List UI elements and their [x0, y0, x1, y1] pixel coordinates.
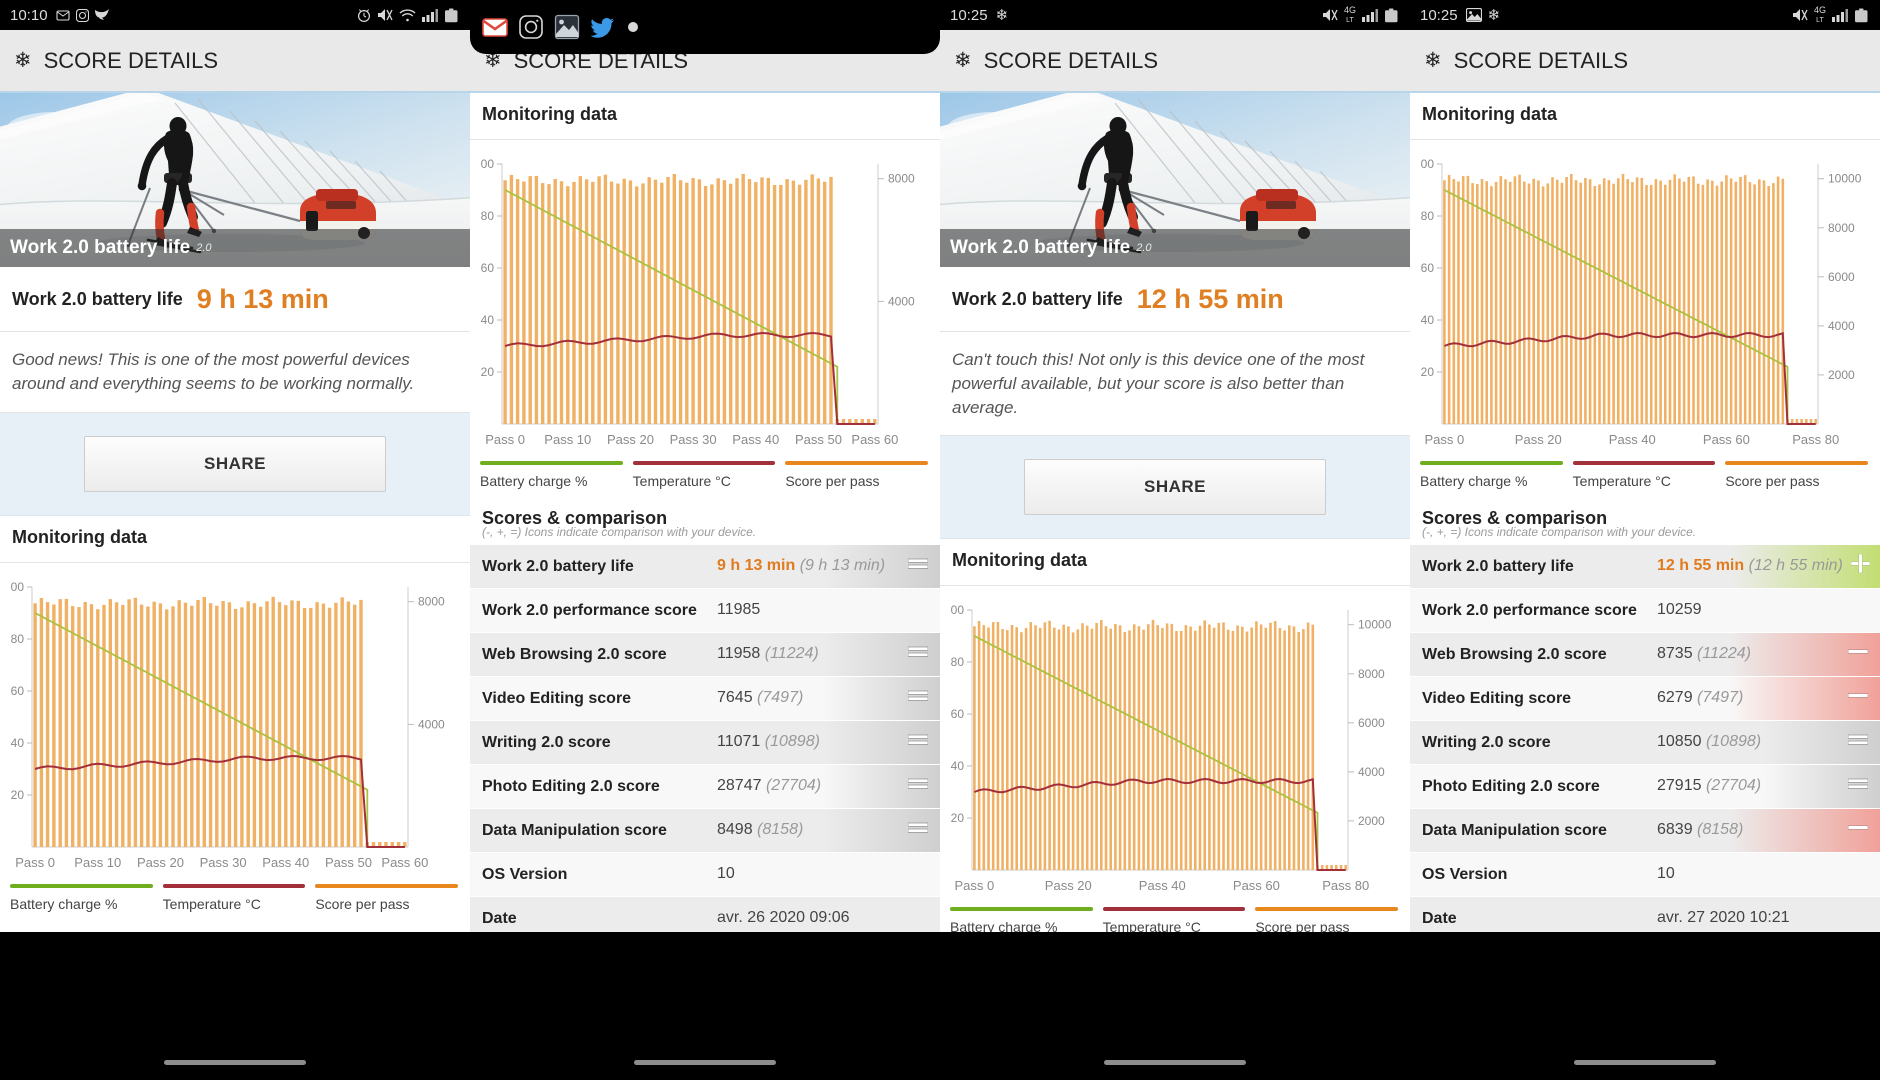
svg-text:Pass 0: Pass 0	[1425, 432, 1465, 447]
svg-text:Pass 60: Pass 60	[851, 432, 898, 447]
svg-text:Pass 50: Pass 50	[325, 855, 372, 870]
svg-text:40: 40	[951, 759, 965, 773]
svg-text:2000: 2000	[1358, 814, 1385, 828]
svg-text:6000: 6000	[1828, 270, 1855, 284]
svg-text:40: 40	[481, 313, 495, 327]
svg-text:60: 60	[481, 261, 495, 275]
svg-text:Pass 30: Pass 30	[200, 855, 247, 870]
svg-text:4000: 4000	[1358, 765, 1385, 779]
svg-text:20: 20	[481, 365, 495, 379]
svg-text:Pass 40: Pass 40	[1609, 432, 1656, 447]
svg-text:80: 80	[951, 655, 965, 669]
svg-text:60: 60	[11, 684, 25, 698]
svg-text:Pass 0: Pass 0	[485, 432, 525, 447]
svg-text:00: 00	[481, 157, 495, 171]
svg-text:00: 00	[951, 603, 965, 617]
svg-text:Pass 20: Pass 20	[1515, 432, 1562, 447]
svg-text:Pass 20: Pass 20	[137, 855, 184, 870]
svg-text:4000: 4000	[1828, 319, 1855, 333]
svg-text:8000: 8000	[888, 172, 915, 186]
svg-text:Pass 40: Pass 40	[1139, 878, 1186, 893]
svg-text:80: 80	[481, 209, 495, 223]
svg-text:8000: 8000	[1358, 667, 1385, 681]
svg-text:8000: 8000	[418, 594, 445, 608]
svg-text:00: 00	[11, 580, 25, 594]
svg-text:Pass 30: Pass 30	[670, 432, 717, 447]
svg-text:10000: 10000	[1828, 172, 1862, 186]
svg-text:6000: 6000	[1358, 716, 1385, 730]
svg-text:Pass 60: Pass 60	[381, 855, 428, 870]
svg-text:80: 80	[11, 632, 25, 646]
svg-text:Pass 60: Pass 60	[1233, 878, 1280, 893]
svg-text:10000: 10000	[1358, 618, 1392, 632]
svg-text:60: 60	[1421, 261, 1435, 275]
svg-text:Pass 20: Pass 20	[1045, 878, 1092, 893]
svg-text:80: 80	[1421, 209, 1435, 223]
svg-text:Pass 20: Pass 20	[607, 432, 654, 447]
svg-text:Pass 80: Pass 80	[1792, 432, 1839, 447]
svg-text:8000: 8000	[1828, 221, 1855, 235]
svg-text:20: 20	[11, 788, 25, 802]
svg-text:20: 20	[951, 811, 965, 825]
svg-text:60: 60	[951, 707, 965, 721]
svg-text:40: 40	[1421, 313, 1435, 327]
svg-text:4000: 4000	[418, 717, 445, 731]
svg-text:4000: 4000	[888, 294, 915, 308]
svg-text:Pass 10: Pass 10	[74, 855, 121, 870]
svg-text:Pass 0: Pass 0	[15, 855, 55, 870]
svg-text:20: 20	[1421, 365, 1435, 379]
svg-text:Pass 60: Pass 60	[1703, 432, 1750, 447]
svg-text:40: 40	[11, 736, 25, 750]
svg-text:Pass 10: Pass 10	[544, 432, 591, 447]
svg-text:Pass 40: Pass 40	[262, 855, 309, 870]
svg-text:Pass 40: Pass 40	[732, 432, 779, 447]
svg-text:Pass 0: Pass 0	[955, 878, 995, 893]
svg-text:Pass 80: Pass 80	[1322, 878, 1369, 893]
svg-text:00: 00	[1421, 157, 1435, 171]
svg-text:Pass 50: Pass 50	[795, 432, 842, 447]
svg-text:2000: 2000	[1828, 368, 1855, 382]
